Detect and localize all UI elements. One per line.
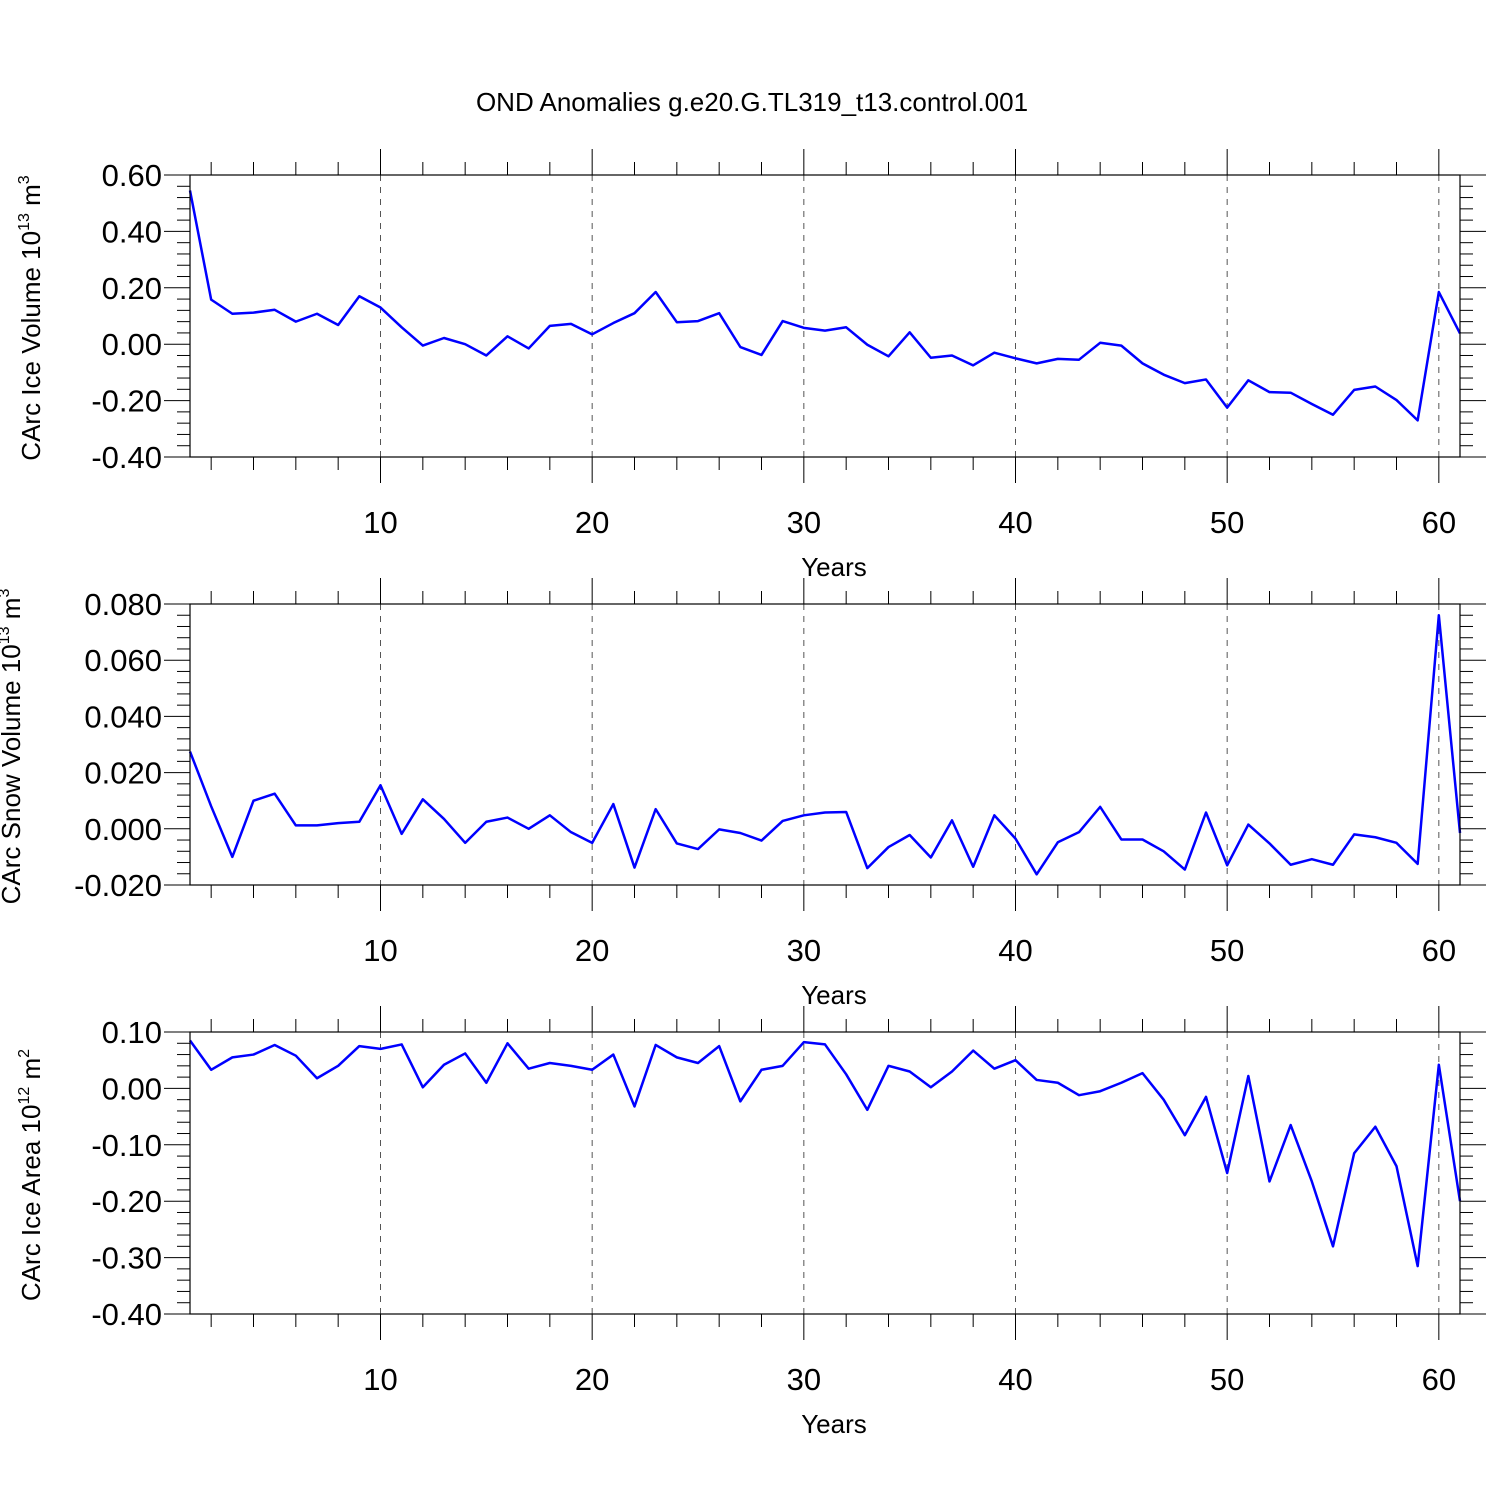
y-tick-label: 0.00 (102, 327, 162, 362)
x-tick-label: 30 (787, 505, 821, 540)
y-tick-label: -0.20 (91, 384, 162, 419)
chart-title: OND Anomalies g.e20.G.TL319_t13.control.… (476, 87, 1028, 117)
x-tick-label: 50 (1210, 505, 1244, 540)
x-tick-label: 20 (575, 1362, 609, 1397)
x-tick-label: 10 (363, 1362, 397, 1397)
x-tick-label: 50 (1210, 1362, 1244, 1397)
y-tick-label: -0.020 (74, 868, 162, 903)
y-axis-label: CArc Ice Area 1012 m2 (16, 1049, 46, 1301)
series-line (188, 613, 1462, 876)
x-axis-label: Years (801, 980, 867, 1010)
y-tick-label: 0.60 (102, 158, 162, 193)
y-tick-label: -0.30 (91, 1241, 162, 1276)
x-tick-label: 40 (998, 1362, 1032, 1397)
x-tick-label: 30 (787, 933, 821, 968)
plot-frame (189, 1031, 1461, 1315)
plot-frame (189, 174, 1461, 458)
x-tick-label: 20 (575, 933, 609, 968)
x-axis-label: Years (801, 1409, 867, 1439)
y-tick-label: 0.040 (84, 699, 162, 734)
series-line (188, 1039, 1462, 1268)
x-tick-label: 10 (363, 505, 397, 540)
y-tick-label: 0.10 (102, 1015, 162, 1050)
x-tick-label: 50 (1210, 933, 1244, 968)
y-tick-label: -0.40 (91, 440, 162, 475)
y-axis-label: CArc Ice Volume 1013 m3 (16, 175, 46, 460)
snow-volume-panel: 10 20 30 40 50 60 -0.020 0.000 0.020 0.040 0.060 0.… (0, 578, 1486, 1010)
x-tick-label: 20 (575, 505, 609, 540)
x-tick-label: 60 (1422, 1362, 1456, 1397)
y-tick-label: -0.20 (91, 1184, 162, 1219)
y-tick-label: -0.40 (91, 1297, 162, 1332)
ice-volume-panel: 10 20 30 40 50 60 -0.40 -0.20 0.00 0.20 0.40 0.60 Ye… (16, 149, 1486, 582)
x-tick-label: 10 (363, 933, 397, 968)
y-tick-label: 0.000 (84, 812, 162, 847)
series-line (188, 190, 1462, 422)
y-axis-label: CArc Snow Volume 1013 m3 (0, 589, 26, 905)
y-tick-label: -0.10 (91, 1128, 162, 1163)
x-tick-label: 30 (787, 1362, 821, 1397)
x-tick-label: 40 (998, 933, 1032, 968)
x-tick-label: 60 (1422, 933, 1456, 968)
x-tick-label: 40 (998, 505, 1032, 540)
y-tick-label: 0.020 (84, 756, 162, 791)
y-tick-label: 0.060 (84, 643, 162, 678)
x-axis-label: Years (801, 552, 867, 582)
y-tick-label: 0.20 (102, 271, 162, 306)
y-tick-label: 0.00 (102, 1071, 162, 1106)
x-tick-label: 60 (1422, 505, 1456, 540)
y-tick-label: 0.40 (102, 214, 162, 249)
y-tick-label: 0.080 (84, 587, 162, 622)
plot-frame (189, 603, 1461, 886)
ice-area-panel: 10 20 30 40 50 60 -0.40 -0.30 -0.20 -0.10 0.00 0.10… (16, 1006, 1486, 1439)
